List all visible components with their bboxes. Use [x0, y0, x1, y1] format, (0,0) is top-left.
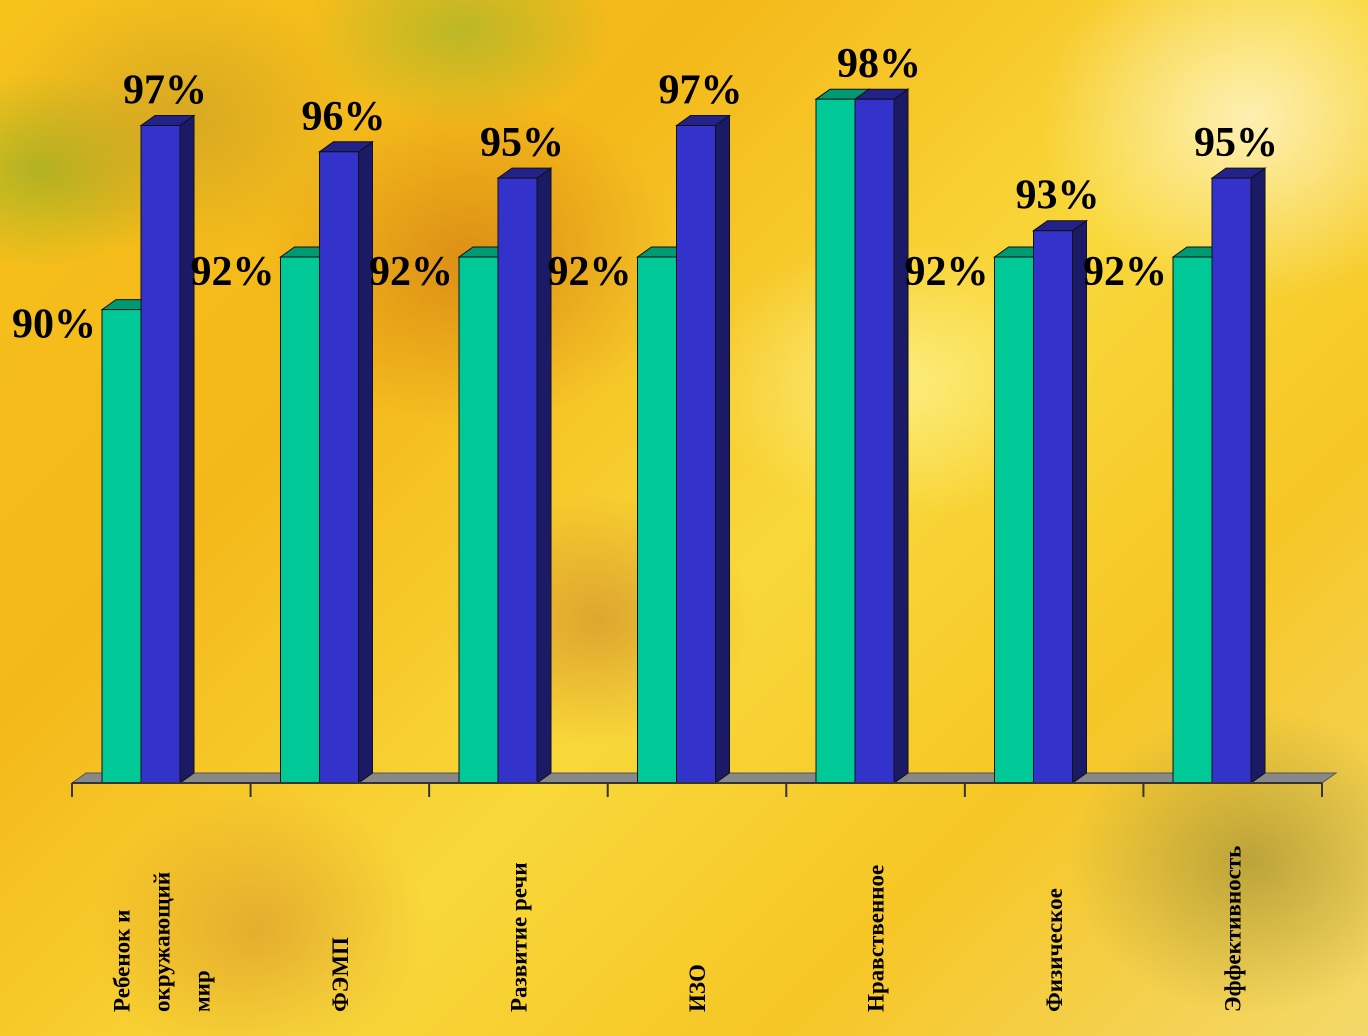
- data-label-s1-c4: 92%: [548, 249, 632, 295]
- data-label-s2-c3: 95%: [480, 120, 564, 166]
- category-label-5: Нравственное: [864, 865, 889, 1012]
- bar-s2-c7: [1210, 167, 1267, 784]
- category-label-line: мир: [189, 970, 214, 1012]
- data-label-s2-c1: 97%: [123, 68, 207, 114]
- bar-s2-c5: [853, 88, 910, 784]
- bar-s2-c2: [317, 140, 375, 784]
- category-label-line: Нравственное: [864, 865, 889, 1012]
- bar-s2-c6: [1031, 219, 1089, 784]
- category-label-6: Физическое: [1042, 888, 1067, 1012]
- data-label-s2-c2: 96%: [302, 94, 386, 140]
- category-labels: Ребенок и окружающий мир ФЭМП Развитие речи И…: [109, 846, 1245, 1012]
- category-label-line: Ребенок и: [109, 910, 134, 1012]
- category-label-4: ИЗО: [685, 964, 710, 1012]
- category-label-line: окружающий: [149, 872, 174, 1012]
- data-label-s1-c6: 92%: [905, 249, 989, 295]
- bars: [100, 88, 1267, 784]
- category-label-line: Эффективность: [1221, 846, 1246, 1012]
- data-label-s1-c2: 92%: [191, 249, 275, 295]
- bar-s2-c4: [674, 114, 732, 784]
- data-label-s1-c7: 92%: [1083, 249, 1167, 295]
- data-label-s2-c4: 97%: [659, 68, 743, 114]
- data-label-s1-c3: 92%: [369, 249, 453, 295]
- category-label-1: Ребенок и окружающий мир: [109, 872, 214, 1012]
- data-label-s2-c5: 98%: [837, 41, 921, 87]
- category-label-line: Физическое: [1042, 888, 1067, 1012]
- category-label-3: Развитие речи: [506, 862, 531, 1012]
- category-label-7: Эффективность: [1221, 846, 1246, 1012]
- data-label-s2-c6: 93%: [1016, 173, 1100, 219]
- bar-s2-c3: [496, 167, 553, 784]
- data-label-s1-c1: 90%: [12, 302, 96, 348]
- data-labels: 90% 92% 92% 92% 92% 92% 97% 96% 95% 97% 98% 93% 95%: [12, 41, 1278, 347]
- category-label-line: ФЭМП: [328, 937, 353, 1012]
- x-axis: [71, 782, 1323, 797]
- category-label-line: ИЗО: [685, 964, 710, 1012]
- category-label-line: Развитие речи: [506, 862, 531, 1012]
- data-label-s2-c7: 95%: [1194, 120, 1278, 166]
- category-label-2: ФЭМП: [328, 937, 353, 1012]
- bar-s2-c1: [139, 114, 196, 784]
